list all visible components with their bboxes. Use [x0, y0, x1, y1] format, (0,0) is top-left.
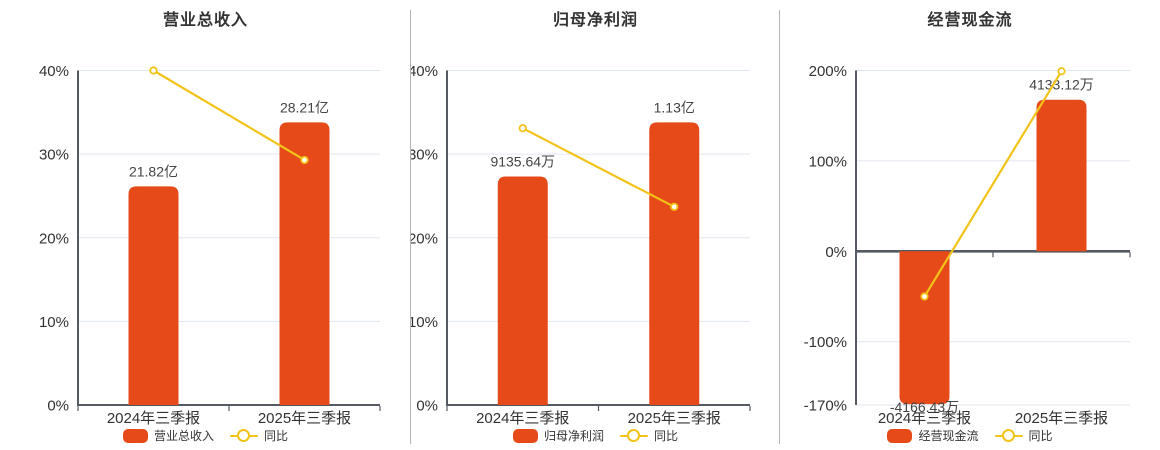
bar-value-label: 28.21亿: [280, 99, 329, 115]
panel-title-revenue: 营业总收入: [162, 12, 248, 29]
panel-title-net-profit: 归母净利润: [552, 12, 638, 29]
y-tick-label: 40%: [411, 63, 438, 80]
y-tick-label: 20%: [39, 230, 69, 247]
yoy-line: [152, 69, 306, 162]
y-tick-label: -100%: [804, 334, 847, 351]
panel-divider: [410, 10, 411, 444]
bar-value-label: 1.13亿: [654, 99, 695, 115]
y-tick-label: 0%: [47, 398, 69, 415]
legend-label: 经营现金流: [918, 429, 979, 443]
y-tick-label: 10%: [411, 314, 438, 331]
yoy-marker[interactable]: [300, 155, 309, 165]
panel-cash-flow: 经营现金流 -170% -100% 0% 100% 200% -4166.43万 4133.…: [780, 0, 1160, 450]
bar-legend-icon: [887, 429, 913, 443]
legend-label: 同比: [654, 429, 679, 443]
y-tick-label: 200%: [809, 63, 847, 80]
y-tick-label: 0%: [825, 244, 847, 261]
bar[interactable]: [497, 176, 548, 405]
legend-item-cash-flow-yoy[interactable]: 同比: [994, 429, 1053, 443]
bar-value-label: 4133.12万: [1029, 77, 1094, 93]
legend-cash-flow: 经营现金流 同比: [780, 427, 1160, 445]
legend-label: 同比: [1028, 429, 1053, 443]
panel-title-cash-flow: 经营现金流: [927, 12, 1013, 29]
yoy-marker[interactable]: [920, 292, 929, 301]
panel-net-profit: 归母净利润 0% 10% 20% 30% 40% 9135.64万 1.13亿 2024年三季…: [411, 0, 780, 450]
y-tick-label: 10%: [39, 314, 69, 331]
yoy-line: [521, 127, 676, 208]
cash-flow-plot: -170% -100% 0% 100% 200% -4166.43万 4133.12万 202…: [804, 63, 1131, 427]
y-tick-label: 40%: [39, 63, 69, 80]
x-category-label: 2025年三季报: [628, 410, 721, 427]
line-legend-icon: [620, 429, 648, 443]
y-tick-label: 30%: [39, 147, 69, 164]
bar-legend-icon: [512, 429, 538, 443]
legend-item-revenue-yoy[interactable]: 同比: [230, 429, 289, 443]
yoy-marker[interactable]: [1057, 67, 1066, 76]
y-tick-label: 20%: [411, 230, 438, 247]
y-tick-label: 30%: [411, 147, 438, 164]
legend-item-net-profit-bar[interactable]: 归母净利润: [512, 429, 604, 443]
bar-value-label: -4166.43万: [890, 399, 959, 415]
bar[interactable]: [279, 122, 330, 405]
legend-label: 同比: [264, 429, 289, 443]
bar[interactable]: [1036, 99, 1087, 252]
legend-item-revenue-bar[interactable]: 营业总收入: [122, 429, 214, 443]
legend-item-net-profit-yoy[interactable]: 同比: [620, 429, 679, 443]
x-category-label: 2024年三季报: [107, 410, 200, 427]
x-category-label: 2024年三季报: [476, 410, 569, 427]
y-tick-label: 100%: [809, 153, 847, 170]
panel-revenue: 营业总收入 0% 10% 20% 30% 40% 21.82亿 28.21亿 2024年三季报…: [0, 0, 411, 450]
panel-divider: [779, 10, 780, 444]
line-legend-icon: [994, 429, 1023, 443]
bar-legend-icon: [122, 429, 148, 443]
x-category-label: 2024年三季报: [878, 410, 971, 427]
yoy-marker[interactable]: [670, 202, 679, 211]
bar[interactable]: [128, 186, 179, 405]
x-category-label: 2025年三季报: [258, 410, 351, 427]
revenue-plot: 0% 10% 20% 30% 40% 21.82亿 28.21亿 2024年三季报 2025年三…: [39, 63, 381, 427]
yoy-marker[interactable]: [518, 124, 527, 133]
yoy-marker[interactable]: [149, 66, 158, 75]
legend-revenue: 营业总收入 同比: [0, 427, 411, 445]
y-tick-label: -170%: [804, 398, 847, 415]
x-category-label: 2025年三季报: [1015, 410, 1108, 427]
legend-label: 归母净利润: [543, 429, 604, 443]
legend-label: 营业总收入: [153, 429, 214, 443]
bar-value-label: 21.82亿: [129, 163, 178, 179]
bar[interactable]: [649, 122, 700, 405]
legend-item-cash-flow-bar[interactable]: 经营现金流: [887, 429, 979, 443]
bar-value-label: 9135.64万: [490, 153, 555, 169]
yoy-line: [923, 70, 1063, 298]
line-legend-icon: [230, 429, 258, 443]
net-profit-plot: 0% 10% 20% 30% 40% 9135.64万 1.13亿 2024年三季报 2025年…: [411, 63, 751, 427]
y-tick-label: 0%: [416, 398, 438, 415]
legend-net-profit: 归母净利润 同比: [411, 427, 780, 445]
bar[interactable]: [899, 251, 950, 405]
